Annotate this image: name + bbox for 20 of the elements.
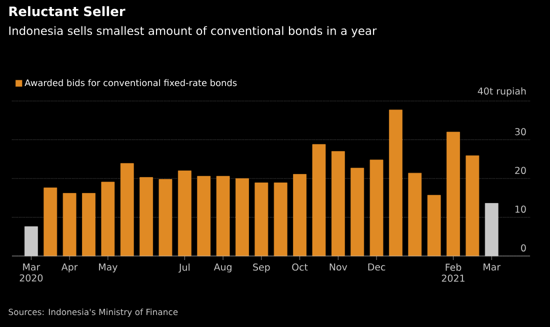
legend-label: Awarded bids for conventional fixed-rate bonds [24,79,237,86]
x-tick-label: Sep [253,264,270,273]
x-tick-label: Jul [178,264,190,273]
y-tick-label: 20 [515,166,526,174]
chart-subtitle: Indonesia sells smallest amount of conventional bonds in a year [9,26,377,38]
x-tick-label: Oct [292,264,308,271]
x-tick-label: Dec [368,264,386,271]
x-tick-label: May [99,264,118,272]
x-tick-label: Feb 2021 [442,264,464,282]
x-tick-label: Mar 2020 [20,264,43,282]
chart-title: Reluctant Seller [9,6,126,16]
source-note: Sources: Indonesia's Ministry of Finance [8,308,178,317]
x-tick-label: Apr [61,264,78,272]
x-tick-label: Mar [484,264,501,271]
x-tick-label: Aug [214,264,232,272]
y-tick-label: 40t rupiah [478,87,526,96]
y-tick-label: 30 [515,128,526,136]
y-tick-label: 10 [515,206,526,213]
x-tick-label: Nov [330,264,348,271]
y-tick-label: 0 [521,244,526,252]
